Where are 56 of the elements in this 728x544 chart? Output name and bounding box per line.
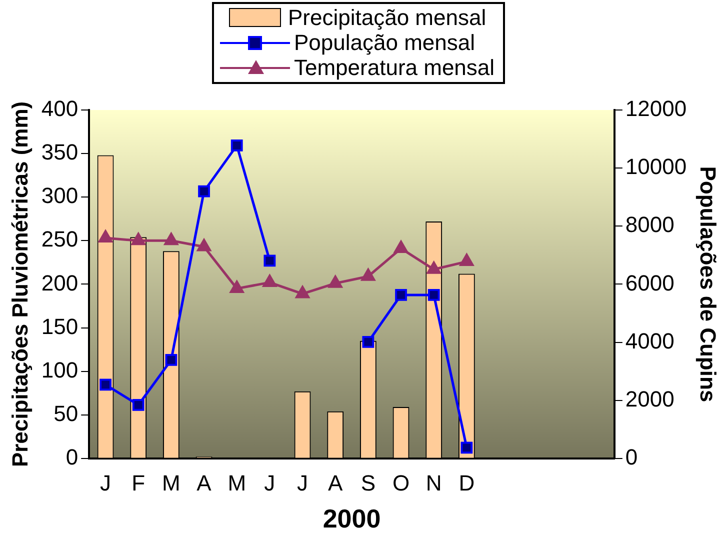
y-tick-label: 300 (41, 183, 78, 208)
x-tick-label: J (264, 470, 276, 496)
x-tick-label: F (132, 470, 146, 496)
x-tick-label: M (162, 470, 180, 496)
point (262, 274, 277, 287)
y2-tick-label: 2000 (625, 386, 674, 412)
y-tick-label: 350 (41, 140, 78, 165)
x-tick-label: D (458, 470, 475, 496)
legend-label: Precipitação mensal (288, 5, 486, 30)
x-tick-label: S (360, 470, 376, 496)
point (295, 286, 310, 298)
y2-tick-label: 4000 (625, 328, 674, 354)
point (230, 139, 243, 152)
point (362, 336, 374, 348)
y2-tick-label: 0 (625, 444, 638, 470)
x-tick-label: N (426, 470, 442, 496)
point (165, 354, 178, 366)
legend-label: Temperatura mensal (294, 55, 495, 80)
point (395, 288, 407, 301)
point (198, 185, 210, 198)
y2-tick-label: 10000 (625, 154, 687, 180)
point (164, 232, 178, 246)
point (98, 230, 113, 243)
point (131, 232, 146, 246)
x-tick-label: M (228, 470, 246, 496)
legend-label: População mensal (294, 30, 476, 55)
x-axis-title: 2000 (322, 504, 381, 534)
point (361, 268, 376, 281)
point (460, 254, 474, 266)
x-tick-label: J (100, 470, 112, 496)
point (328, 275, 342, 288)
point (100, 378, 112, 391)
y2-tick-label: 6000 (625, 270, 674, 296)
x-tick-label: O (392, 470, 410, 496)
point (460, 442, 473, 454)
y-tick-label: 200 (41, 270, 78, 296)
x-tick-label: A (328, 470, 344, 496)
point (428, 288, 440, 301)
point (394, 240, 408, 253)
point (196, 238, 212, 252)
y-axis-title: Precipitações Pluviométricas (mm) (7, 101, 32, 467)
y-tick-label: 400 (41, 96, 78, 122)
y-tick-label: 250 (41, 226, 78, 252)
point (230, 280, 244, 294)
point (132, 399, 144, 411)
point (264, 254, 276, 267)
y-tick-label: 50 (54, 400, 78, 426)
y2-tick-label: 8000 (625, 212, 674, 238)
y2-axis-title: Populações de Cupins (696, 166, 721, 402)
x-tick-label: J (297, 470, 308, 496)
point (426, 261, 441, 274)
x-tick-label: A (196, 470, 212, 496)
y2-tick-label: 12000 (625, 96, 687, 122)
y-tick-label: 150 (41, 314, 78, 339)
y-tick-label: 100 (41, 357, 78, 382)
y-tick-label: 0 (66, 444, 78, 470)
